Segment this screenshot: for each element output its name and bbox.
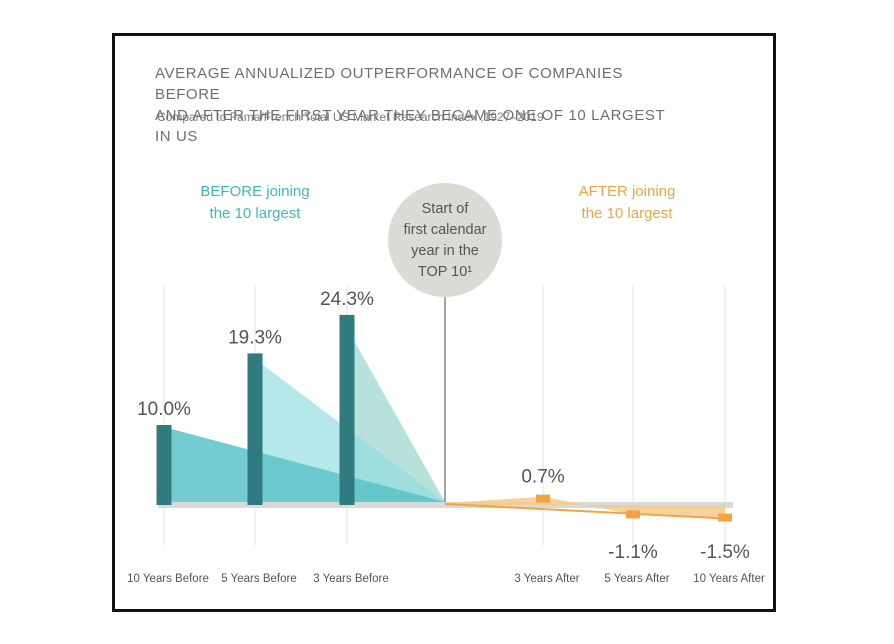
after-phase-label: AFTER joining the 10 largest [562,181,692,225]
chart-title: AVERAGE ANNUALIZED OUTPERFORMANCE OF COM… [155,63,675,147]
value-label: 24.3% [320,289,374,310]
value-label: 0.7% [521,467,564,488]
fan-fill [156,425,445,502]
value-label: -1.5% [700,542,750,563]
bar [156,425,172,505]
before-phase-line-2: the 10 largest [209,205,301,222]
category-label: 5 Years Before [221,573,296,585]
value-label: 10.0% [137,399,191,420]
start-marker-line-4: TOP 10¹ [418,264,472,280]
category-label: 10 Years Before [127,573,209,585]
start-marker-line-1: Start of [422,201,470,217]
bar [718,513,732,522]
before-phase-line-1: BEFORE joining [200,183,310,200]
bar [536,494,550,503]
after-phase-line-1: AFTER joining [578,183,676,200]
bars [156,314,732,522]
fan-fills [156,314,445,502]
value-label: 19.3% [228,327,282,348]
start-marker-line-3: year in the [411,243,479,259]
category-label: 10 Years After [693,573,765,585]
start-marker-line-2: first calendar [403,222,486,238]
bar [339,314,355,505]
value-label: -1.1% [608,542,658,563]
category-labels: 10 Years Before 5 Years Before 3 Years Bef… [127,573,765,585]
bar [247,353,263,505]
category-label: 5 Years After [604,573,669,585]
chart-title-line-1: AVERAGE ANNUALIZED OUTPERFORMANCE OF COM… [155,65,623,103]
chart-title-line-2: AND AFTER THE FIRST YEAR THEY BECAME ONE… [155,107,666,145]
before-phase-label: BEFORE joining the 10 largest [185,181,325,225]
category-label: 3 Years Before [313,573,388,585]
chart-subtitle: Compared to Fama/French Total US Market … [157,110,544,124]
start-marker-circle: Start of first calendar year in the TOP … [388,183,502,297]
after-phase-line-2: the 10 largest [581,205,673,222]
after-fill [444,496,726,520]
value-labels: 10.0% 19.3% 24.3% 0.7% -1.1% -1.5% [137,289,750,563]
category-label: 3 Years After [514,573,579,585]
start-marker-bg [388,183,502,297]
bar [626,510,640,519]
after-fill-area [445,496,725,518]
after-trend-line [444,503,726,520]
